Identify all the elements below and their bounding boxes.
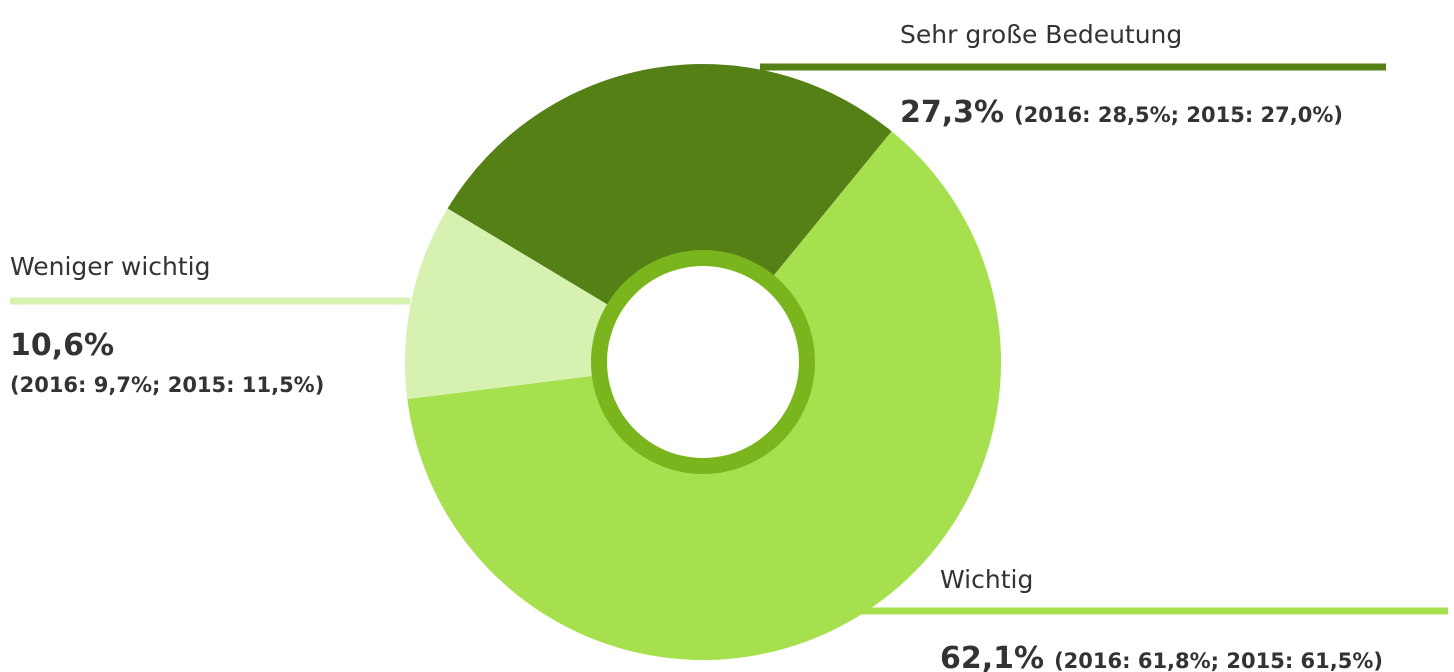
category-label: Weniger wichtig xyxy=(10,252,211,281)
detail-label: (2016: 61,8%; 2015: 61,5%) xyxy=(1054,649,1383,672)
slice xyxy=(447,64,892,363)
value-line: 62,1% (2016: 61,8%; 2015: 61,5%) xyxy=(940,641,1383,672)
value-label: 10,6% xyxy=(10,328,114,363)
category-label: Wichtig xyxy=(940,565,1033,594)
value-label: 62,1% xyxy=(940,641,1044,672)
category-label: Sehr große Bedeutung xyxy=(900,20,1182,49)
value-line: 27,3% (2016: 28,5%; 2015: 27,0%) xyxy=(900,95,1343,130)
value-label: 27,3% xyxy=(900,95,1004,130)
detail-label: (2016: 28,5%; 2015: 27,0%) xyxy=(1014,103,1343,127)
detail-label: (2016: 9,7%; 2015: 11,5%) xyxy=(10,373,324,397)
center-hole xyxy=(607,266,799,458)
